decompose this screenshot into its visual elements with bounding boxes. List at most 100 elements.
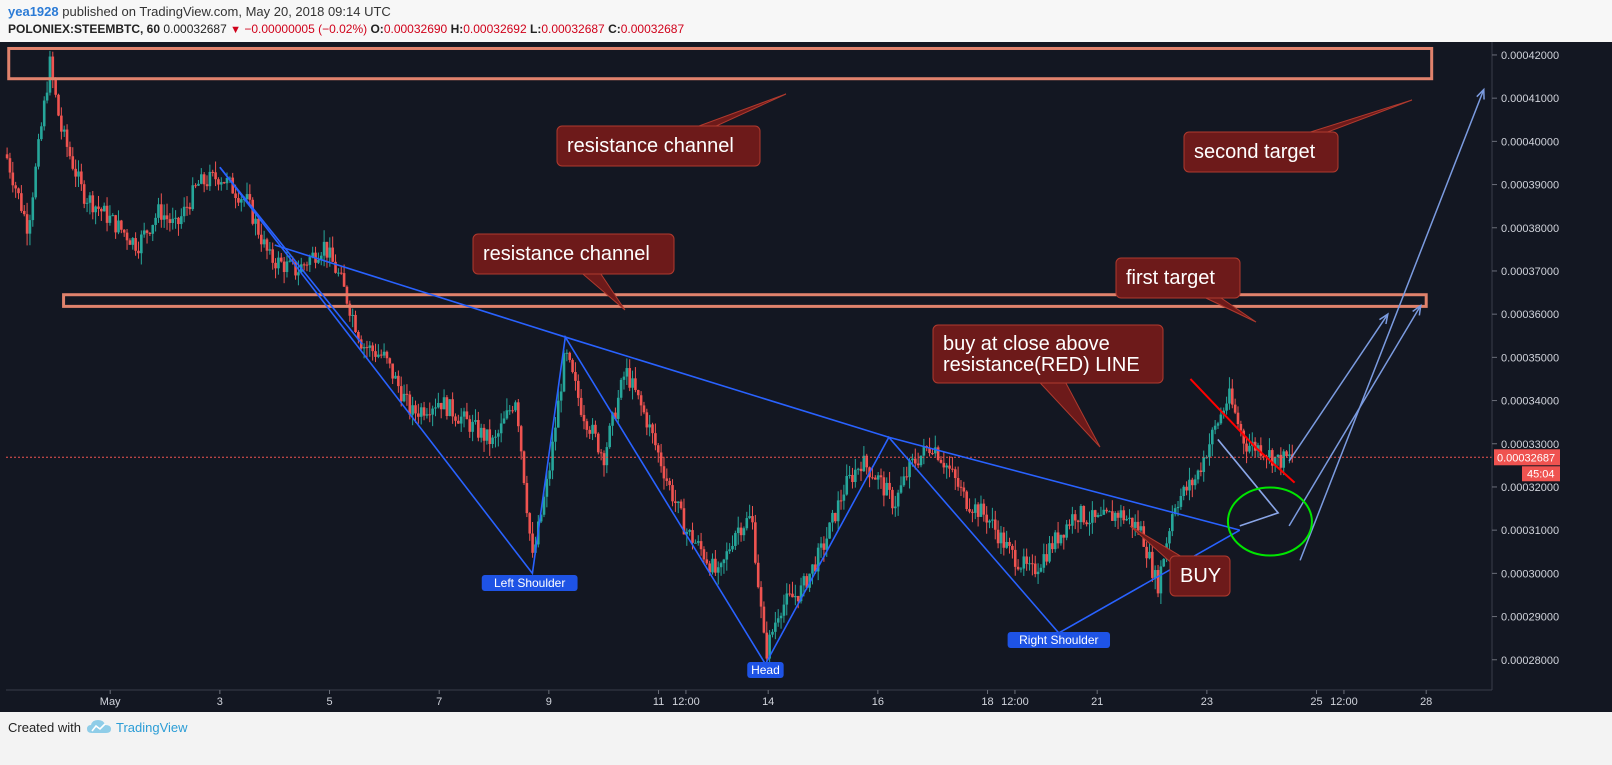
candle-body (748, 516, 751, 519)
candle-body (762, 606, 766, 633)
y-tick-label: 0.00041000 (1501, 93, 1559, 105)
candle-body (1013, 549, 1017, 567)
candle-body (334, 261, 337, 273)
candle-body (1168, 531, 1171, 544)
x-tick-label: 18 (981, 696, 993, 708)
candle-body (1019, 568, 1023, 570)
candle-body (716, 567, 720, 573)
down-triangle-icon: ▼ (230, 24, 242, 36)
price-chart[interactable]: resistance channel resistance channel seco… (0, 42, 1612, 712)
tradingview-link[interactable]: TradingView (116, 720, 188, 735)
candle-body (45, 92, 49, 101)
candle-body (1039, 567, 1043, 572)
candle-body (1085, 522, 1088, 525)
x-tick-label: 7 (436, 696, 442, 708)
candle-body (1128, 517, 1131, 520)
candle-body (214, 172, 217, 180)
candle-body (457, 420, 460, 424)
candle-body (288, 260, 292, 262)
candle-body (722, 559, 726, 564)
candle-body (1282, 451, 1285, 468)
candle-body (1045, 554, 1048, 562)
x-tick-label: 3 (217, 696, 223, 708)
candle-body (259, 234, 263, 245)
candle-body (128, 240, 132, 245)
candle-body (239, 199, 243, 203)
candle-body (862, 455, 866, 472)
drawing-layer: resistance channel resistance channel seco… (6, 46, 1492, 678)
open-label: O: (370, 22, 384, 36)
candle-body (1033, 563, 1037, 575)
candle-body (1262, 455, 1266, 457)
candle-body (245, 194, 249, 200)
tradingview-cloud-icon (87, 720, 111, 733)
candle-body (628, 368, 631, 388)
candle-body (1242, 430, 1246, 444)
candle-body (25, 214, 29, 234)
chart-background (0, 42, 1612, 712)
candle-body (574, 372, 577, 381)
candle-body (919, 455, 923, 466)
candle-body (508, 410, 512, 412)
candle-body (982, 503, 986, 515)
candle-body (102, 205, 106, 212)
candle-body (188, 207, 192, 210)
candle-body (322, 241, 326, 256)
candle-body (351, 314, 354, 316)
callout-second-target-text: second target (1194, 141, 1316, 163)
candle-body (1139, 526, 1143, 531)
candle-body (1116, 512, 1120, 518)
low-value: 0.00032687 (541, 22, 605, 36)
candle-body (1031, 563, 1034, 565)
candle-body (328, 247, 332, 258)
candle-body (1188, 479, 1191, 491)
candle-body (71, 156, 75, 169)
callout-first-target: first target (1115, 257, 1257, 323)
candle-body (1233, 404, 1237, 413)
candle-body (37, 139, 40, 167)
candle-body (1185, 486, 1188, 491)
candle-body (254, 218, 257, 224)
candle-body (911, 458, 914, 461)
candle-body (1213, 425, 1217, 430)
candle-body (94, 206, 97, 213)
candle-body (151, 224, 155, 234)
candle-body (554, 427, 557, 442)
candle-body (619, 379, 623, 398)
candle-body (871, 477, 874, 479)
candle-body (428, 414, 432, 416)
candle-body (882, 477, 886, 496)
y-tick-label: 0.00036000 (1501, 309, 1559, 321)
candle-body (362, 347, 366, 349)
candle-body (956, 478, 960, 487)
callout-resistance-bottom-text: resistance channel (483, 243, 650, 265)
candle-body (985, 514, 988, 523)
callout-resistance-top: resistance channel (556, 93, 787, 167)
candle-body (625, 368, 629, 377)
candle-body (796, 595, 800, 602)
candle-body (725, 551, 729, 560)
candle-body (579, 397, 583, 415)
candle-body (1228, 388, 1231, 404)
candle-body (696, 541, 700, 543)
callout-buy-box (1169, 555, 1231, 597)
candle-body (1065, 524, 1068, 538)
candle-body (834, 512, 837, 522)
candle-body (408, 394, 412, 415)
candle-body (385, 351, 389, 359)
candle-body (1239, 424, 1243, 431)
candle-body (745, 518, 749, 529)
candle-body (685, 531, 689, 535)
candle-body (953, 469, 957, 479)
candle-body (531, 533, 534, 553)
candle-body (642, 405, 646, 413)
callout-second-target-box (1183, 131, 1339, 173)
candle-body (308, 257, 312, 265)
candle-body (454, 416, 457, 421)
candle-body (34, 166, 37, 198)
candle-body (85, 202, 89, 204)
candle-body (165, 215, 169, 220)
candle-body (228, 177, 232, 179)
author-link[interactable]: yea1928 (8, 4, 59, 19)
candle-body (168, 219, 172, 223)
